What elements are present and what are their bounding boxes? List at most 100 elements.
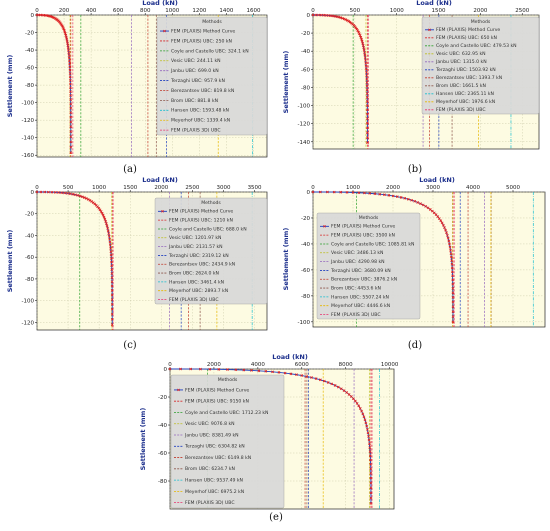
legend-label-7: Brom UBC: 881.8 kN [171, 98, 218, 104]
fem-curve-point [352, 397, 355, 401]
fem-curve-point [318, 378, 322, 382]
x-tick-label: 1600 [246, 8, 260, 14]
fem-curve-point [69, 145, 73, 149]
x-tick-label: 1000 [92, 185, 106, 191]
fem-curve-point [366, 126, 369, 130]
legend-label-3: Vesic UBC: 632.95 kN [436, 51, 486, 57]
legend-label-9: Meyerhof UBC: 4446.6 kN [331, 303, 390, 309]
fem-curve-point [369, 476, 373, 480]
legend: Methods FEM (PLAXIS) Method Curve FEM (PLA… [156, 16, 268, 136]
legend-label-4: Janbu UBC: 8381.49 kN [184, 432, 239, 438]
fem-curve-point [104, 219, 108, 223]
fem-curve-point [451, 310, 455, 314]
fem-curve-point [357, 191, 361, 195]
legend-label-1: FEM (PLAXIS) UBC: 3500 kN [331, 233, 395, 239]
fem-curve-point [342, 17, 346, 21]
fem-curve-point [441, 223, 445, 227]
fem-curve-point [311, 13, 315, 17]
legend-label-2: Coyle and Castello UBC: 479.53 kN [436, 43, 517, 49]
y-tick-label: -40 [301, 49, 310, 55]
fem-curve-point [361, 412, 365, 416]
fem-curve-point [364, 59, 367, 62]
y-tick-label: -80 [25, 83, 34, 89]
panel-label: (b) [408, 164, 422, 175]
fem-curve-point [82, 196, 86, 199]
fem-curve-point [289, 372, 293, 376]
legend-box [154, 197, 268, 305]
fem-curve-point [339, 387, 343, 391]
x-tick-label: 1000 [165, 8, 179, 14]
fem-curve-point [64, 33, 68, 37]
legend-title: Methods [202, 19, 222, 25]
fem-curve-point [67, 51, 71, 55]
fem-curve-point [68, 62, 72, 66]
fem-curve-point [242, 368, 246, 372]
fem-curve-point [383, 193, 386, 197]
fem-curve-point [69, 86, 72, 90]
fem-curve-point [63, 32, 67, 35]
fem-curve-point [365, 112, 369, 116]
fem-curve-point [360, 39, 364, 43]
y-tick-label: -40 [25, 233, 34, 239]
fem-curve-point [451, 300, 455, 304]
fem-curve-point [358, 407, 362, 410]
legend-label-4: Janbu UBC: 2131.57 kN [168, 244, 223, 250]
y-tick-label: -80 [301, 294, 310, 300]
fem-curve-point [369, 491, 373, 495]
fem-curve-point [68, 192, 72, 196]
legend-label-3: Vesic UBC: 9076.8 kN [185, 421, 235, 427]
fem-curve-point [424, 205, 428, 208]
fem-curve-point [110, 302, 114, 306]
y-tick-label: -60 [301, 268, 310, 274]
fem-curve-point [109, 246, 113, 250]
fem-curve-point [430, 209, 434, 213]
fem-curve-point [368, 446, 372, 450]
legend-label-5: Terzaghi UBC: 2319.12 kN [168, 253, 229, 259]
legend-label-9: Meyerhof UBC: 2893.7 kN [169, 288, 228, 294]
chart-panel-4: 0 1000 2000 3000 4000 5000 0 -20 -40 -60 -80 -100 Lo… [282, 176, 546, 351]
fem-curve-point [446, 236, 450, 240]
fem-curve-point [361, 44, 365, 47]
fem-curve-point [69, 115, 73, 119]
fem-curve-point [410, 198, 413, 202]
fem-curve-point [365, 104, 369, 107]
fem-curve-point [69, 111, 73, 114]
fem-curve-point [257, 369, 261, 373]
fem-curve-point [69, 90, 72, 93]
fem-curve-point [264, 369, 268, 373]
fem-curve-point [67, 48, 70, 52]
y-tick-label: -100 [298, 320, 311, 326]
legend-label-7: Brom UBC: 1661.5 kN [436, 83, 486, 89]
legend-label-curve: FEM (PLAXIS) Method Curve [171, 28, 235, 34]
fem-curve-point [366, 131, 369, 135]
x-axis-title: Load (kN) [142, 0, 178, 7]
fem-curve-point [360, 37, 363, 41]
fem-curve-point [360, 409, 363, 413]
fem-curve-point [365, 92, 369, 95]
fem-curve-point [367, 438, 371, 442]
x-tick-label: 3000 [426, 185, 440, 191]
fem-curve-point [110, 293, 114, 297]
y-tick-label: -60 [25, 255, 34, 261]
legend-label-7: Brom UBC: 6234.7 kN [185, 466, 235, 472]
legend-label-8: Hansen UBC: 5507.24 kN [331, 294, 389, 300]
fem-curve-point [369, 502, 373, 505]
panel-label: (e) [269, 512, 283, 523]
fem-curve-point [448, 242, 451, 246]
fem-curve-point [106, 229, 110, 233]
legend: Methods FEM (PLAXIS) Method Curve FEM (PLA… [421, 16, 540, 115]
fem-curve-point [68, 68, 72, 72]
fem-curve-point [439, 219, 443, 223]
fem-curve-point [47, 190, 50, 194]
fem-curve-point [283, 371, 287, 375]
x-tick-label: 2500 [515, 8, 529, 14]
x-tick-label: 1000 [346, 185, 360, 191]
fem-curve-point [69, 120, 73, 124]
fem-curve-point [110, 323, 114, 326]
fem-curve-point [68, 72, 72, 75]
fem-curve-point [84, 197, 88, 200]
x-axis-title: Load (kN) [419, 176, 455, 184]
legend-label-9: Meyerhof UBC: 1339.4 kN [171, 118, 230, 124]
fem-curve-point [443, 226, 446, 229]
fem-curve-point [364, 61, 368, 65]
